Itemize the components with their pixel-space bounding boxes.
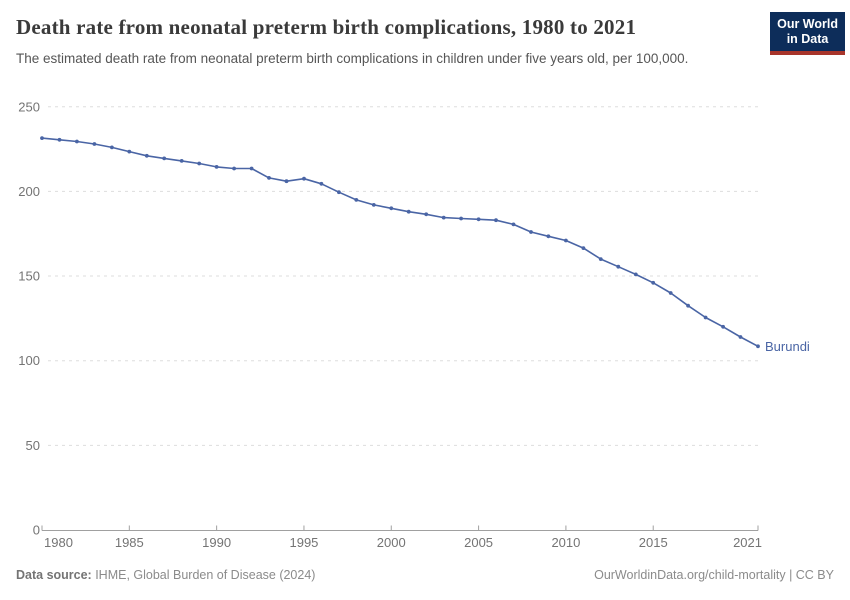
x-axis-tick-label: 2021 [733,535,762,550]
owid-logo[interactable]: Our World in Data [770,12,845,55]
x-axis-tick-label: 1990 [202,535,231,550]
x-axis-tick-label: 2000 [377,535,406,550]
data-point [284,179,289,184]
data-point [756,344,760,349]
data-point [354,198,359,202]
owid-logo-line1: Our World [777,17,838,31]
data-point [302,176,306,181]
data-point [57,137,62,142]
data-point [598,257,603,261]
data-point [511,222,516,227]
data-point [721,324,725,329]
chart-title: Death rate from neonatal preterm birth c… [16,15,637,39]
data-point [389,206,394,211]
data-point [581,246,586,251]
y-axis-tick-label: 150 [18,269,40,284]
data-point [476,217,481,222]
data-point [616,264,621,269]
data-point [494,218,498,223]
credit-link[interactable]: OurWorldinData.org/child-mortality | CC … [594,568,834,582]
x-axis-tick-label: 2010 [551,535,580,550]
data-point [162,156,167,161]
data-point [546,234,551,239]
y-axis-tick-label: 100 [18,353,40,368]
chart-subtitle: The estimated death rate from neonatal p… [16,51,689,66]
data-point [424,212,429,217]
data-point [214,165,219,169]
y-axis-tick-label: 50 [26,438,40,453]
data-source-text: IHME, Global Burden of Disease (2024) [91,568,316,582]
data-point [144,153,149,158]
data-point [529,230,533,234]
x-axis-tick-label: 1995 [289,535,318,550]
data-point [651,280,656,285]
data-point [459,216,463,221]
y-axis-tick-label: 0 [33,523,40,538]
data-point [668,291,673,295]
series-end-label[interactable]: Burundi [765,339,810,354]
data-point [127,149,132,154]
data-point [319,181,324,186]
data-point [564,238,568,243]
y-axis-tick-label: 200 [18,184,40,199]
data-point [738,335,743,339]
line-chart: 0 50 100 150 200 250 1980 1985 1990 1995 2000 2005 2… [18,99,810,550]
x-axis-tick-label: 2015 [639,535,668,550]
data-point [40,136,44,140]
data-point [179,159,184,163]
data-point [406,209,411,214]
chart-footer: Data source: IHME, Global Burden of Dise… [16,568,834,582]
data-point [75,139,79,144]
owid-logo-line2: in Data [786,32,829,46]
data-point [633,272,638,277]
data-point [267,176,271,180]
x-axis-tick-label: 1980 [44,535,73,550]
data-point [249,166,254,171]
data-point [232,166,237,171]
data-point [703,315,708,320]
x-axis-tick-label: 2005 [464,535,493,550]
data-source-label: Data source: [16,568,92,582]
data-point [92,142,97,146]
data-point [337,190,341,195]
data-line [41,137,759,348]
data-point [371,203,376,207]
data-point [197,161,202,166]
x-axis-tick-label: 1985 [115,535,144,550]
data-source: Data source: IHME, Global Burden of Dise… [16,568,315,582]
data-point [441,215,446,220]
data-point [686,303,690,308]
y-axis-tick-label: 250 [18,99,40,114]
data-point [110,145,114,150]
